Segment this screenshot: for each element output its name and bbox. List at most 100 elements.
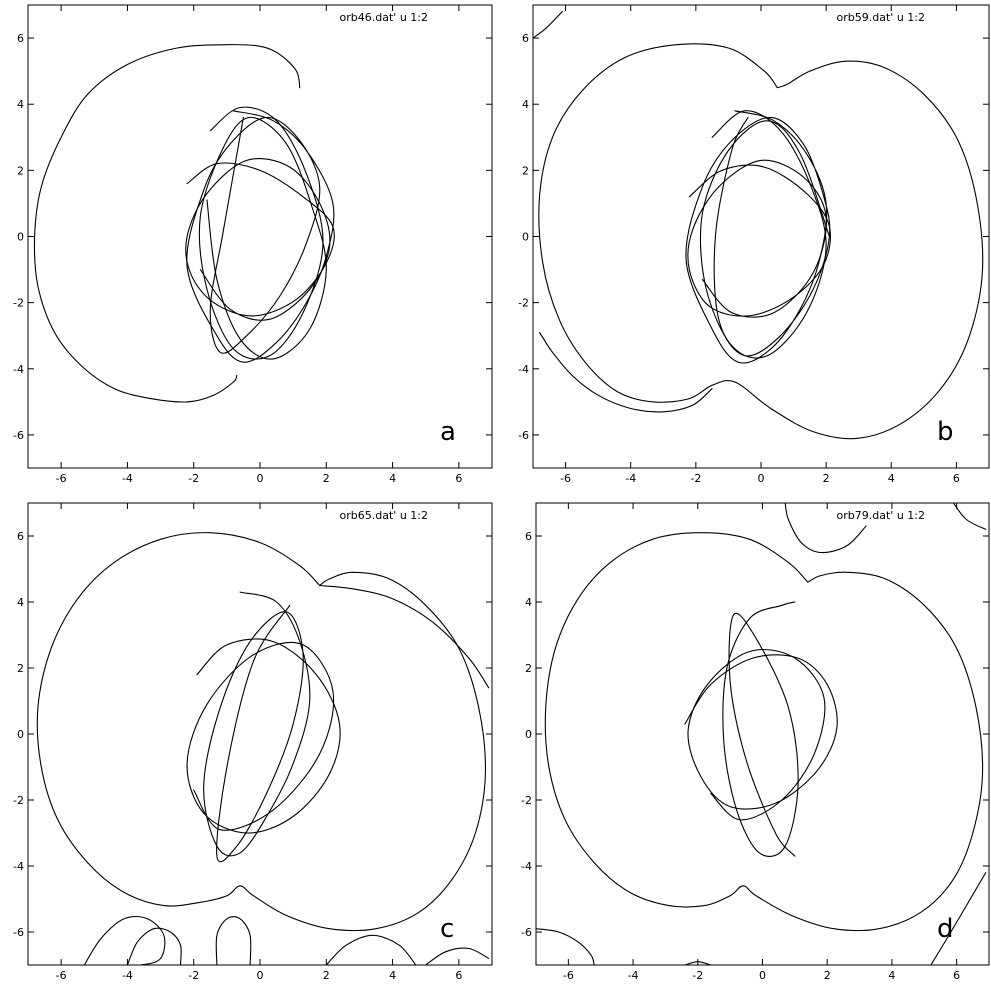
x-tick-label: 6: [953, 472, 960, 485]
y-tick-label: -4: [518, 363, 529, 376]
orbit-series: [930, 872, 987, 965]
y-tick-label: 2: [17, 164, 24, 177]
orbit-series: [185, 158, 335, 321]
y-tick-label: 2: [525, 662, 532, 675]
orbit-series: [952, 503, 987, 530]
y-tick-label: -6: [521, 926, 532, 939]
panel-letter: b: [937, 417, 954, 447]
y-tick-label: -4: [13, 363, 24, 376]
orbit-curves: [36, 532, 490, 965]
legend-label: orb65.dat' u 1:2: [340, 509, 428, 522]
y-tick-label: -2: [13, 794, 24, 807]
x-tick-label: -4: [628, 969, 639, 982]
x-tick-label: 4: [389, 969, 396, 982]
x-tick-label: -6: [56, 472, 67, 485]
y-tick-label: -2: [521, 794, 532, 807]
orbit-series: [186, 110, 335, 363]
orbit-series: [186, 638, 341, 834]
y-tick-label: -4: [13, 860, 24, 873]
orbit-series: [203, 591, 311, 863]
x-tick-label: 6: [953, 969, 960, 982]
orbit-series: [784, 503, 867, 554]
y-tick-label: 0: [17, 231, 24, 244]
x-tick-label: -2: [188, 969, 199, 982]
y-tick-label: -4: [521, 860, 532, 873]
orbit-series: [126, 927, 182, 965]
orbit-series: [533, 11, 563, 39]
orbit-series: [699, 110, 830, 359]
x-tick-label: 0: [257, 969, 264, 982]
panel-c: -6 -4 -2 0 2 4 6 6 4 2 0 -2 -4 -6 orb65.dat' u 1:2 c: [13, 502, 493, 982]
y-tick-label: 6: [17, 32, 24, 45]
orbit-series: [325, 934, 417, 965]
x-tick-label: 6: [455, 472, 462, 485]
orbit-series: [319, 584, 490, 689]
axes: -6 -4 -2 0 2 4 6 6 4 2 0 -2 -4 -6: [13, 5, 492, 485]
y-tick-label: 4: [17, 98, 24, 111]
orbit-curves: [33, 44, 335, 403]
y-tick-label: -2: [518, 297, 529, 310]
x-tick-label: 0: [758, 472, 765, 485]
y-tick-label: 2: [17, 662, 24, 675]
plot-frame: [27, 4, 493, 469]
x-tick-label: -6: [560, 472, 571, 485]
orbit-series: [544, 532, 984, 932]
axes: -6 -4 -2 0 2 4 6 6 4 2 0 -2 -4 -6: [518, 5, 989, 485]
x-tick-label: 4: [888, 969, 895, 982]
panel-letter: a: [440, 417, 456, 447]
x-tick-label: 4: [888, 472, 895, 485]
x-tick-label: 0: [257, 472, 264, 485]
x-tick-label: -4: [122, 472, 133, 485]
legend-label: orb46.dat' u 1:2: [340, 11, 428, 24]
y-tick-label: 6: [522, 32, 529, 45]
orbit-series: [215, 916, 252, 965]
orbit-series: [538, 331, 713, 413]
y-tick-label: -6: [13, 429, 24, 442]
orbit-series: [425, 947, 490, 965]
panel-letter: c: [440, 914, 454, 944]
orbit-series: [538, 43, 984, 440]
plot-frame: [27, 502, 493, 966]
orbit-series: [36, 532, 487, 932]
x-tick-label: 0: [759, 969, 766, 982]
x-tick-label: 6: [455, 969, 462, 982]
x-tick-label: -6: [563, 969, 574, 982]
legend-label: orb59.dat' u 1:2: [837, 11, 925, 24]
y-tick-label: 4: [17, 596, 24, 609]
y-tick-label: -2: [13, 297, 24, 310]
orbit-series: [536, 928, 595, 965]
orbit-series: [33, 44, 301, 403]
x-tick-label: -2: [690, 472, 701, 485]
y-tick-label: 0: [525, 728, 532, 741]
x-tick-label: -4: [122, 969, 133, 982]
x-tick-label: -4: [625, 472, 636, 485]
orbit-series: [684, 649, 838, 821]
x-tick-label: 2: [824, 969, 831, 982]
orbit-series: [198, 106, 327, 360]
x-tick-label: 4: [389, 472, 396, 485]
y-tick-label: 4: [522, 98, 529, 111]
y-tick-label: 6: [17, 530, 24, 543]
orbit-series: [687, 159, 831, 318]
orbit-curves: [533, 11, 984, 440]
orbit-series: [685, 110, 831, 364]
plot-frame: [535, 502, 990, 966]
x-tick-label: 2: [823, 472, 830, 485]
x-tick-label: -2: [692, 969, 703, 982]
y-tick-label: 0: [17, 728, 24, 741]
orbit-series: [83, 915, 166, 965]
plot-frame: [532, 4, 990, 469]
axes: -6 -4 -2 0 2 4 6 6 4 2 0 -2 -4 -6: [521, 503, 989, 982]
y-tick-label: -6: [518, 429, 529, 442]
y-tick-label: 0: [522, 231, 529, 244]
x-tick-label: -6: [56, 969, 67, 982]
axes: -6 -4 -2 0 2 4 6 6 4 2 0 -2 -4 -6: [13, 503, 492, 982]
panel-d: -6 -4 -2 0 2 4 6 6 4 2 0 -2 -4 -6 orb79.dat' u 1:2 d: [521, 502, 990, 982]
orbit-series: [684, 961, 712, 965]
orbit-curves: [536, 503, 987, 965]
panel-letter: d: [937, 914, 954, 944]
y-tick-label: -6: [13, 926, 24, 939]
legend-label: orb79.dat' u 1:2: [837, 509, 925, 522]
orbit-series: [722, 601, 799, 857]
